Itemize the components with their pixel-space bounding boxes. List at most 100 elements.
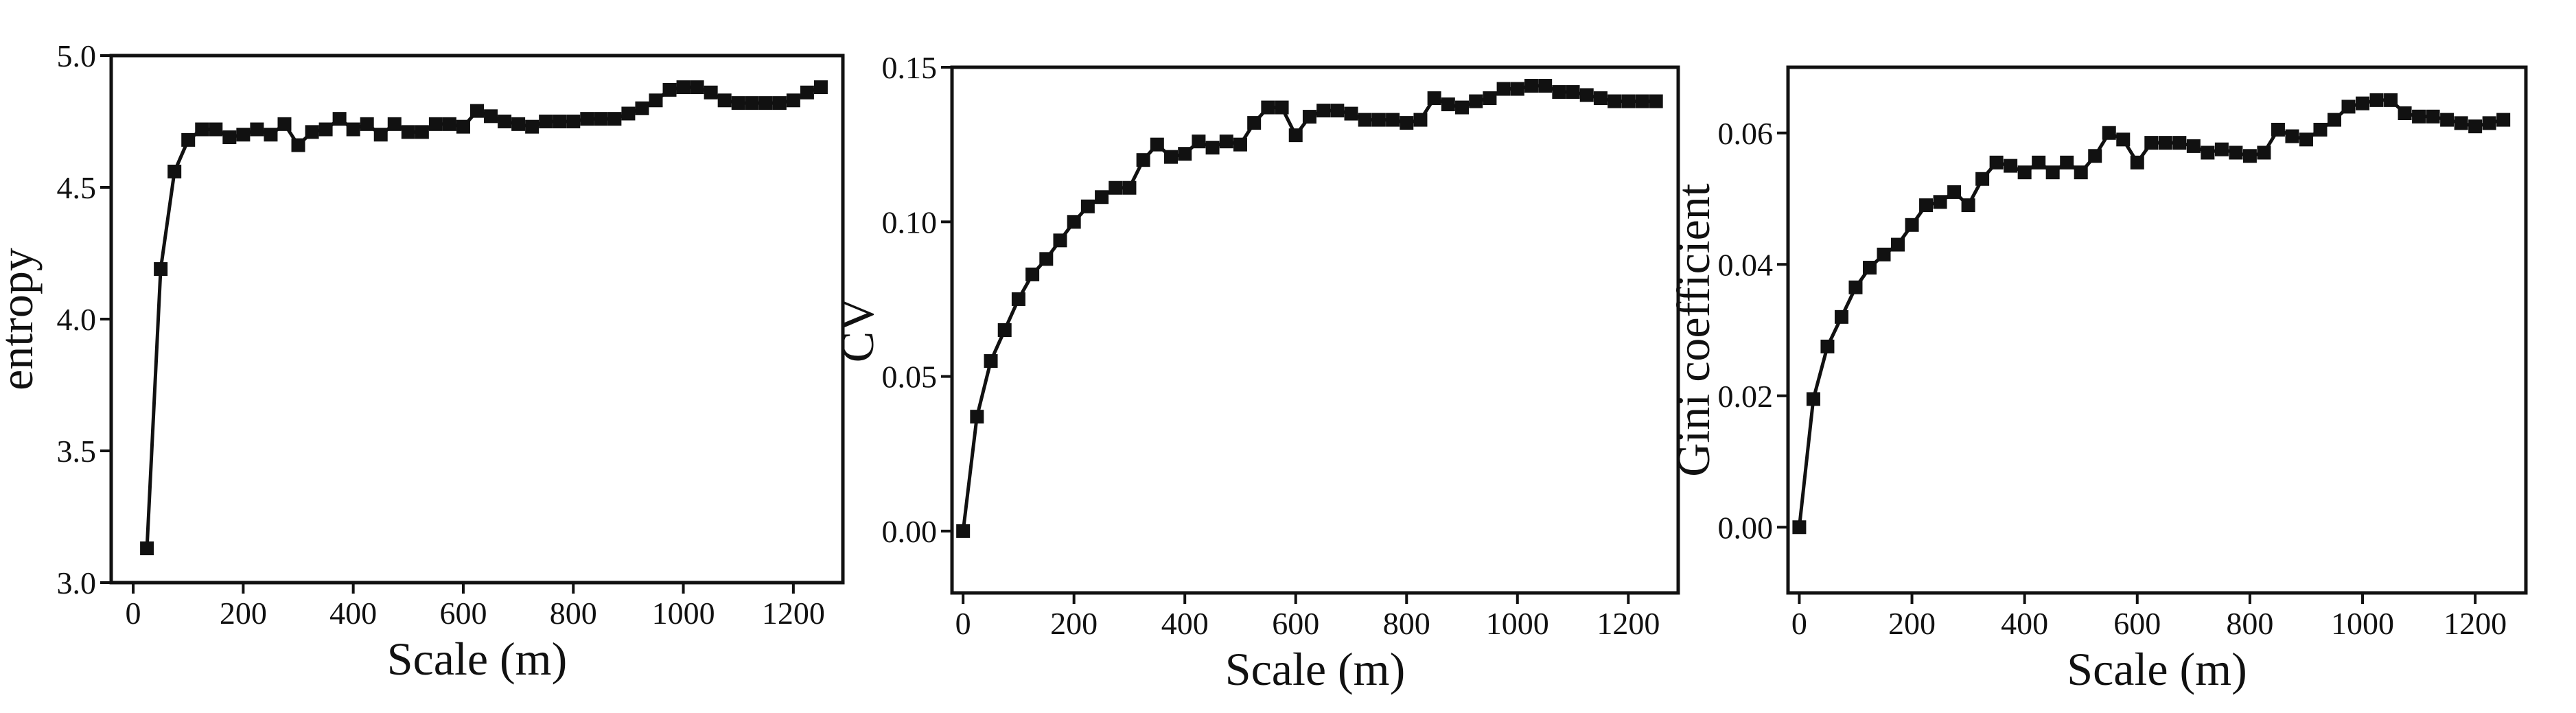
chart-1-data-point	[997, 323, 1012, 337]
chart-0-y-axis-title: entropy	[0, 248, 43, 390]
chart-0-y-tick-label: 3.5	[57, 434, 97, 469]
chart-0-data-point	[415, 125, 429, 139]
chart-2-data-point	[1891, 237, 1905, 252]
chart-1-data-point	[1371, 113, 1386, 127]
chart-0-data-point	[484, 109, 498, 124]
chart-2-data-point	[2468, 119, 2483, 134]
chart-2-data-point	[2369, 93, 2384, 107]
chart-1-data-point	[1011, 292, 1025, 306]
chart-1-data-point	[1579, 88, 1594, 102]
chart-2-data-point	[2482, 116, 2496, 130]
chart-2-data-point	[1862, 261, 1877, 275]
chart-0-data-point	[553, 115, 567, 128]
chart-2-data-point	[1989, 155, 2004, 170]
chart-1-data-point	[1566, 85, 1580, 100]
chart-0-y-tick-label: 3.0	[57, 565, 97, 600]
chart-1-data-point	[1386, 113, 1400, 127]
chart-1-y-tick-label: 0.15	[882, 50, 938, 85]
chart-1-data-point	[1524, 79, 1538, 93]
chart-0-data-point	[745, 96, 759, 110]
chart-0-data-point	[539, 115, 553, 128]
chart-2-data-point	[1806, 392, 1820, 406]
chart-1-data-point	[1136, 153, 1150, 167]
chart-2-data-point	[2074, 165, 2088, 180]
chart-0-data-point	[621, 106, 636, 121]
chart-0-data-point	[800, 85, 814, 100]
chart-1-data-point	[1025, 267, 1040, 281]
chart-2-x-axis-title: Scale (m)	[2067, 643, 2247, 695]
chart-0-x-tick-label: 1200	[762, 596, 825, 631]
chart-2-data-point	[2327, 113, 2341, 127]
chart-1-data-point	[1178, 147, 1192, 161]
chart-2-data-point	[1975, 172, 1990, 186]
chart-2-data-point	[2412, 109, 2426, 124]
chart-1-data-point	[1067, 215, 1081, 229]
chart-0-y-tick-label: 4.5	[57, 170, 97, 205]
chart-2-data-point	[1820, 339, 1835, 353]
chart-0-data-point	[662, 82, 677, 97]
chart-2-data-point	[2102, 126, 2116, 140]
chart-2-y-tick-label: 0.02	[1718, 379, 1774, 414]
chart-2-x-tick-label: 0	[1791, 606, 1807, 641]
chart-2-data-point	[1947, 185, 1962, 199]
chart-0-data-point	[277, 117, 292, 131]
chart-1-series-line	[961, 84, 1656, 532]
chart-1-data-point	[1261, 100, 1275, 115]
chart-0-data-point	[236, 128, 251, 142]
chart-0-data-point	[305, 125, 319, 139]
chart-2-data-point	[2440, 113, 2455, 127]
chart-1-x-tick-label: 400	[1161, 606, 1209, 641]
chart-2-data-point	[2299, 132, 2313, 147]
chart-1-data-point	[1496, 82, 1511, 96]
chart-2-series-line	[1797, 98, 2504, 528]
chart-1-data-point	[1150, 137, 1164, 152]
chart-1-data-point	[1344, 106, 1358, 121]
chart-0-data-point	[346, 122, 360, 137]
chart-1-data-point	[1510, 82, 1524, 96]
chart-0-x-tick-label: 400	[329, 596, 377, 631]
chart-1-data-point	[1288, 128, 1303, 143]
chart-1-data-point	[1635, 94, 1649, 108]
chart-1-x-tick-label: 0	[955, 606, 971, 641]
chart-2-x-tick-label: 1200	[2444, 606, 2507, 641]
chart-2-data-point	[1905, 218, 1919, 232]
chart-0-data-point	[813, 80, 828, 95]
chart-2-data-point	[2454, 116, 2468, 130]
chart-1-data-point	[1649, 94, 1663, 108]
gini-chart-panel: 0 200 400 600 800 1000 1200 0.00 0.02 0.04 0.06 Sca…	[1667, 65, 2528, 695]
chart-0-data-point	[332, 112, 347, 126]
chart-2-data-point	[1848, 280, 1863, 294]
chart-1-data-point	[1219, 135, 1233, 149]
chart-2-data-point	[2144, 136, 2159, 150]
chart-1-data-point	[1247, 116, 1262, 130]
chart-2-data-point	[2496, 113, 2511, 127]
chart-0-data-point	[428, 117, 443, 131]
chart-1-data-point	[1621, 94, 1636, 108]
chart-0-y-tick-label: 5.0	[57, 38, 97, 73]
chart-2-data-point	[2398, 106, 2412, 121]
chart-0-x-tick-label: 600	[439, 596, 487, 631]
chart-0-data-point	[786, 93, 800, 108]
chart-0-data-point	[635, 101, 649, 115]
chart-2-x-tick-label: 1000	[2331, 606, 2394, 641]
chart-1-y-tick-label: 0.05	[882, 360, 938, 395]
chart-0-x-tick-label: 0	[126, 596, 141, 631]
chart-2-data-point	[2257, 145, 2271, 160]
chart-1-x-tick-label: 1200	[1597, 606, 1660, 641]
chart-2-data-point	[2088, 149, 2102, 163]
chart-1-x-tick-label: 1000	[1486, 606, 1549, 641]
chart-0-data-point	[167, 164, 182, 178]
chart-2-data-point	[2045, 165, 2060, 180]
chart-0-data-point	[250, 122, 264, 137]
chart-2-plot-frame	[1786, 65, 2528, 595]
chart-1-data-point	[1109, 180, 1123, 195]
chart-2-data-point	[2060, 155, 2074, 170]
chart-0-data-point	[154, 262, 168, 277]
chart-1-data-point	[1469, 94, 1483, 108]
chart-1-x-tick-label: 200	[1050, 606, 1098, 641]
chart-2-x-tick-label: 800	[2226, 606, 2273, 641]
chart-0-data-point	[456, 119, 470, 134]
chart-2-data-point	[2384, 93, 2398, 107]
chart-2-data-point	[2271, 122, 2285, 137]
chart-2-data-point	[2285, 129, 2299, 143]
